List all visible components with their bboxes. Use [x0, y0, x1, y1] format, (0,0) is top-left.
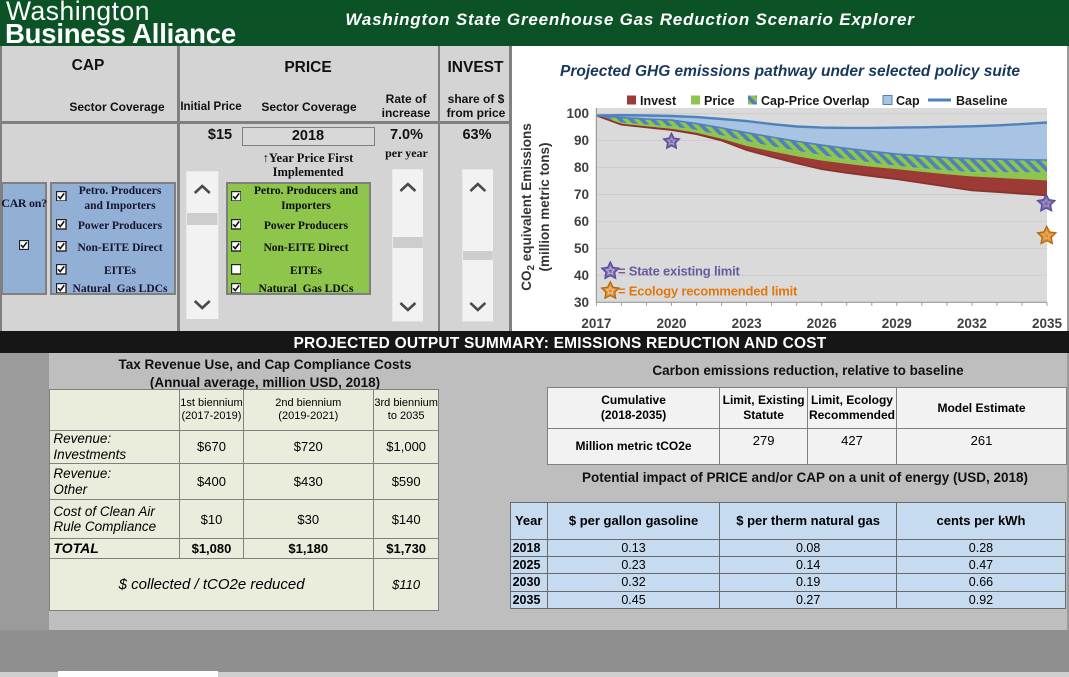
svg-text:30: 30	[574, 295, 589, 310]
svg-text:Price: Price	[704, 94, 735, 108]
svg-text:Cap-Price Overlap: Cap-Price Overlap	[761, 94, 870, 108]
svg-text:2023: 2023	[732, 316, 763, 331]
svg-text:(million metric tons): (million metric tons)	[537, 142, 552, 271]
svg-text:40: 40	[574, 268, 589, 283]
svg-text:60: 60	[574, 214, 589, 229]
svg-text:CO2 equivalent Emissions: CO2 equivalent Emissions	[519, 123, 537, 291]
svg-text:2035: 2035	[1032, 316, 1063, 331]
svg-text:50: 50	[574, 241, 589, 256]
svg-text:100: 100	[566, 106, 589, 121]
svg-text:80: 80	[574, 160, 589, 175]
svg-text:Baseline: Baseline	[956, 94, 1007, 108]
svg-text:Projected GHG emissions pathwa: Projected GHG emissions pathway under se…	[560, 63, 1020, 80]
svg-text:90: 90	[574, 133, 589, 148]
svg-text:2026: 2026	[807, 316, 838, 331]
svg-text:= Ecology recommended limit: = Ecology recommended limit	[618, 283, 798, 298]
svg-text:Invest: Invest	[640, 94, 677, 108]
svg-text:Cap: Cap	[896, 94, 920, 108]
svg-text:2020: 2020	[656, 316, 686, 331]
svg-text:= State existing limit: = State existing limit	[618, 264, 741, 279]
svg-text:2017: 2017	[581, 316, 611, 331]
svg-text:2032: 2032	[957, 316, 987, 331]
svg-text:70: 70	[574, 187, 589, 202]
svg-text:2029: 2029	[882, 316, 912, 331]
